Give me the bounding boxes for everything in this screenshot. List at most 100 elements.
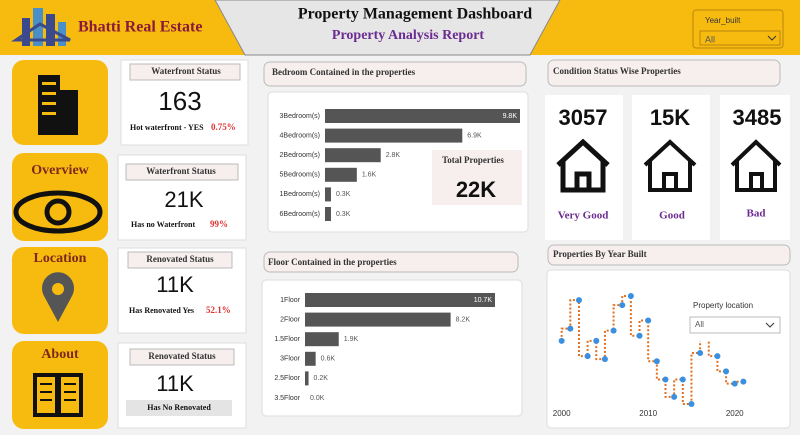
total-label: Total Properties — [442, 155, 504, 165]
card-value: 11K — [156, 272, 194, 297]
card-title: Renovated Status — [148, 351, 216, 361]
nav-label[interactable]: Location — [34, 251, 87, 266]
point — [619, 302, 626, 309]
data-label: 1.6K — [362, 172, 377, 179]
total-card — [432, 150, 522, 205]
data-label: 0.3K — [336, 211, 351, 218]
y-tick-label: 5Bedroom(s) — [280, 172, 320, 179]
eye-icon — [13, 190, 103, 234]
card-title-box — [127, 251, 233, 269]
y-tick-label: 3.5Floor — [274, 395, 300, 402]
bar — [305, 293, 495, 307]
data-label: 6.9K — [467, 132, 482, 139]
condition-value: 3485 — [733, 105, 782, 130]
y-tick-label: 4Bedroom(s) — [280, 132, 320, 139]
point — [567, 325, 574, 332]
point — [671, 393, 678, 400]
x-tick-label: 2020 — [726, 409, 744, 418]
point — [662, 376, 669, 383]
card-label: Hot waterfront - YES — [130, 123, 204, 132]
y-tick-label: 6Bedroom(s) — [280, 211, 320, 218]
house-icon — [643, 139, 697, 192]
condition-label: Good — [659, 210, 685, 222]
card-percent: 52.1% — [206, 305, 231, 315]
card-percent: 99% — [210, 219, 228, 229]
condition-value: 15K — [650, 105, 690, 130]
card-title-box — [129, 348, 235, 366]
data-label: 0.0K — [310, 395, 325, 402]
point — [610, 327, 617, 334]
bar — [325, 207, 331, 221]
data-label: 9.8K — [503, 113, 518, 120]
data-label: 2.8K — [386, 152, 401, 159]
data-label: 1.9K — [344, 336, 359, 343]
total-value: 22K — [456, 177, 496, 202]
title-box — [263, 251, 519, 273]
point — [627, 293, 634, 299]
year-slicer[interactable] — [692, 9, 784, 49]
chart-area — [546, 269, 791, 429]
data-label: 8.2K — [456, 316, 471, 323]
point — [636, 332, 643, 339]
card-label: Has no Waterfront — [131, 220, 195, 229]
point — [723, 368, 730, 375]
card-value: 163 — [158, 86, 201, 116]
point — [740, 378, 747, 385]
brand: Bhatti Real Estate — [78, 19, 202, 36]
point — [731, 380, 738, 387]
title-box — [263, 61, 527, 87]
y-tick-label: 2Floor — [280, 316, 301, 323]
card-title: Renovated Status — [146, 254, 214, 264]
slicer-label: Year_built — [705, 16, 741, 25]
y-tick-label: 3Bedroom(s) — [280, 113, 320, 120]
point — [688, 401, 695, 407]
card-percent: 0.75% — [211, 122, 236, 132]
card-title: Waterfront Status — [146, 166, 216, 176]
subtitle: Property Analysis Report — [332, 28, 485, 43]
bar — [325, 187, 331, 202]
bar — [305, 351, 316, 366]
condition-tile — [632, 95, 710, 240]
y-tick-label: 2Bedroom(s) — [280, 152, 320, 159]
slicer-dropdown[interactable] — [699, 30, 781, 46]
nav-tile[interactable] — [12, 153, 108, 241]
nav-label[interactable]: About — [41, 347, 79, 362]
slicer-value: All — [705, 34, 715, 44]
chevron — [767, 35, 777, 41]
chart-title: Bedroom Contained in the properties — [272, 67, 416, 77]
book-icon — [33, 373, 83, 417]
bar — [325, 148, 381, 163]
data-label: 0.2K — [314, 375, 329, 382]
title-box — [547, 59, 781, 87]
slicer-label: Property location — [693, 301, 753, 310]
nav-label[interactable]: Overview — [31, 163, 89, 178]
condition-tile — [545, 95, 623, 240]
y-tick-label: 1.5Floor — [274, 336, 300, 343]
chart-title: Floor Contained in the properties — [268, 257, 397, 267]
card-title-box — [125, 163, 239, 181]
x-tick-label: 2000 — [553, 409, 571, 418]
card-title-box — [129, 63, 241, 81]
house-icon — [556, 138, 610, 193]
point — [645, 317, 652, 324]
title-box — [547, 244, 791, 266]
data-label: 0.6K — [321, 356, 336, 363]
point — [593, 337, 600, 344]
header-center — [214, 0, 561, 56]
card-label-box — [126, 400, 232, 416]
condition-value: 3057 — [559, 105, 608, 130]
building-icon — [38, 75, 78, 135]
point — [697, 350, 704, 357]
condition-tile — [720, 95, 790, 240]
bar — [305, 332, 339, 347]
x-tick-label: 2010 — [639, 409, 657, 418]
bar — [325, 128, 463, 143]
bar — [305, 371, 309, 386]
pin-icon — [42, 272, 74, 322]
slicer-dropdown[interactable] — [689, 316, 781, 334]
slicer-value: All — [695, 320, 704, 329]
y-tick-label: 1Floor — [280, 297, 301, 304]
data-label: 0.3K — [336, 191, 351, 198]
condition-label: Bad — [747, 208, 766, 220]
point — [584, 353, 591, 360]
